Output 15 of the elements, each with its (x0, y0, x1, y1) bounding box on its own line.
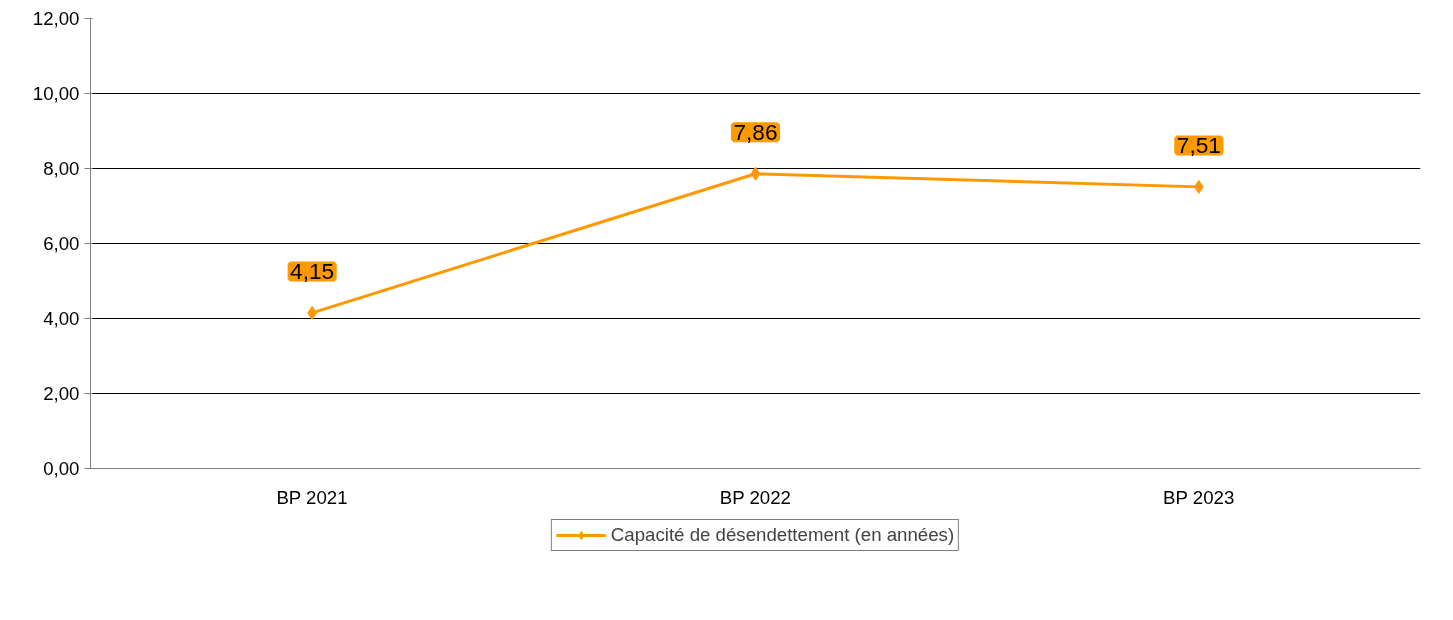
x-tick-label: BP 2023 (1163, 486, 1235, 508)
y-tick-label: 0,00 (43, 458, 80, 479)
y-tick-label: 4,00 (43, 308, 80, 329)
x-tick-label: BP 2022 (719, 486, 791, 508)
point (750, 166, 761, 181)
y-tick-label: 6,00 (43, 233, 80, 254)
y-tick-label: 12,00 (32, 8, 80, 29)
data-label: 7,86 (733, 118, 778, 145)
data-label: 7,51 (1176, 131, 1221, 158)
x-tick-label: BP 2021 (276, 486, 348, 508)
data-label: 4,15 (290, 257, 335, 284)
y-tick-label: 10,00 (32, 83, 80, 104)
y-tick-label: 2,00 (43, 383, 80, 404)
legend-label: Capacité de désendettement (en années) (610, 524, 955, 546)
y-tick-label: 8,00 (43, 158, 80, 179)
